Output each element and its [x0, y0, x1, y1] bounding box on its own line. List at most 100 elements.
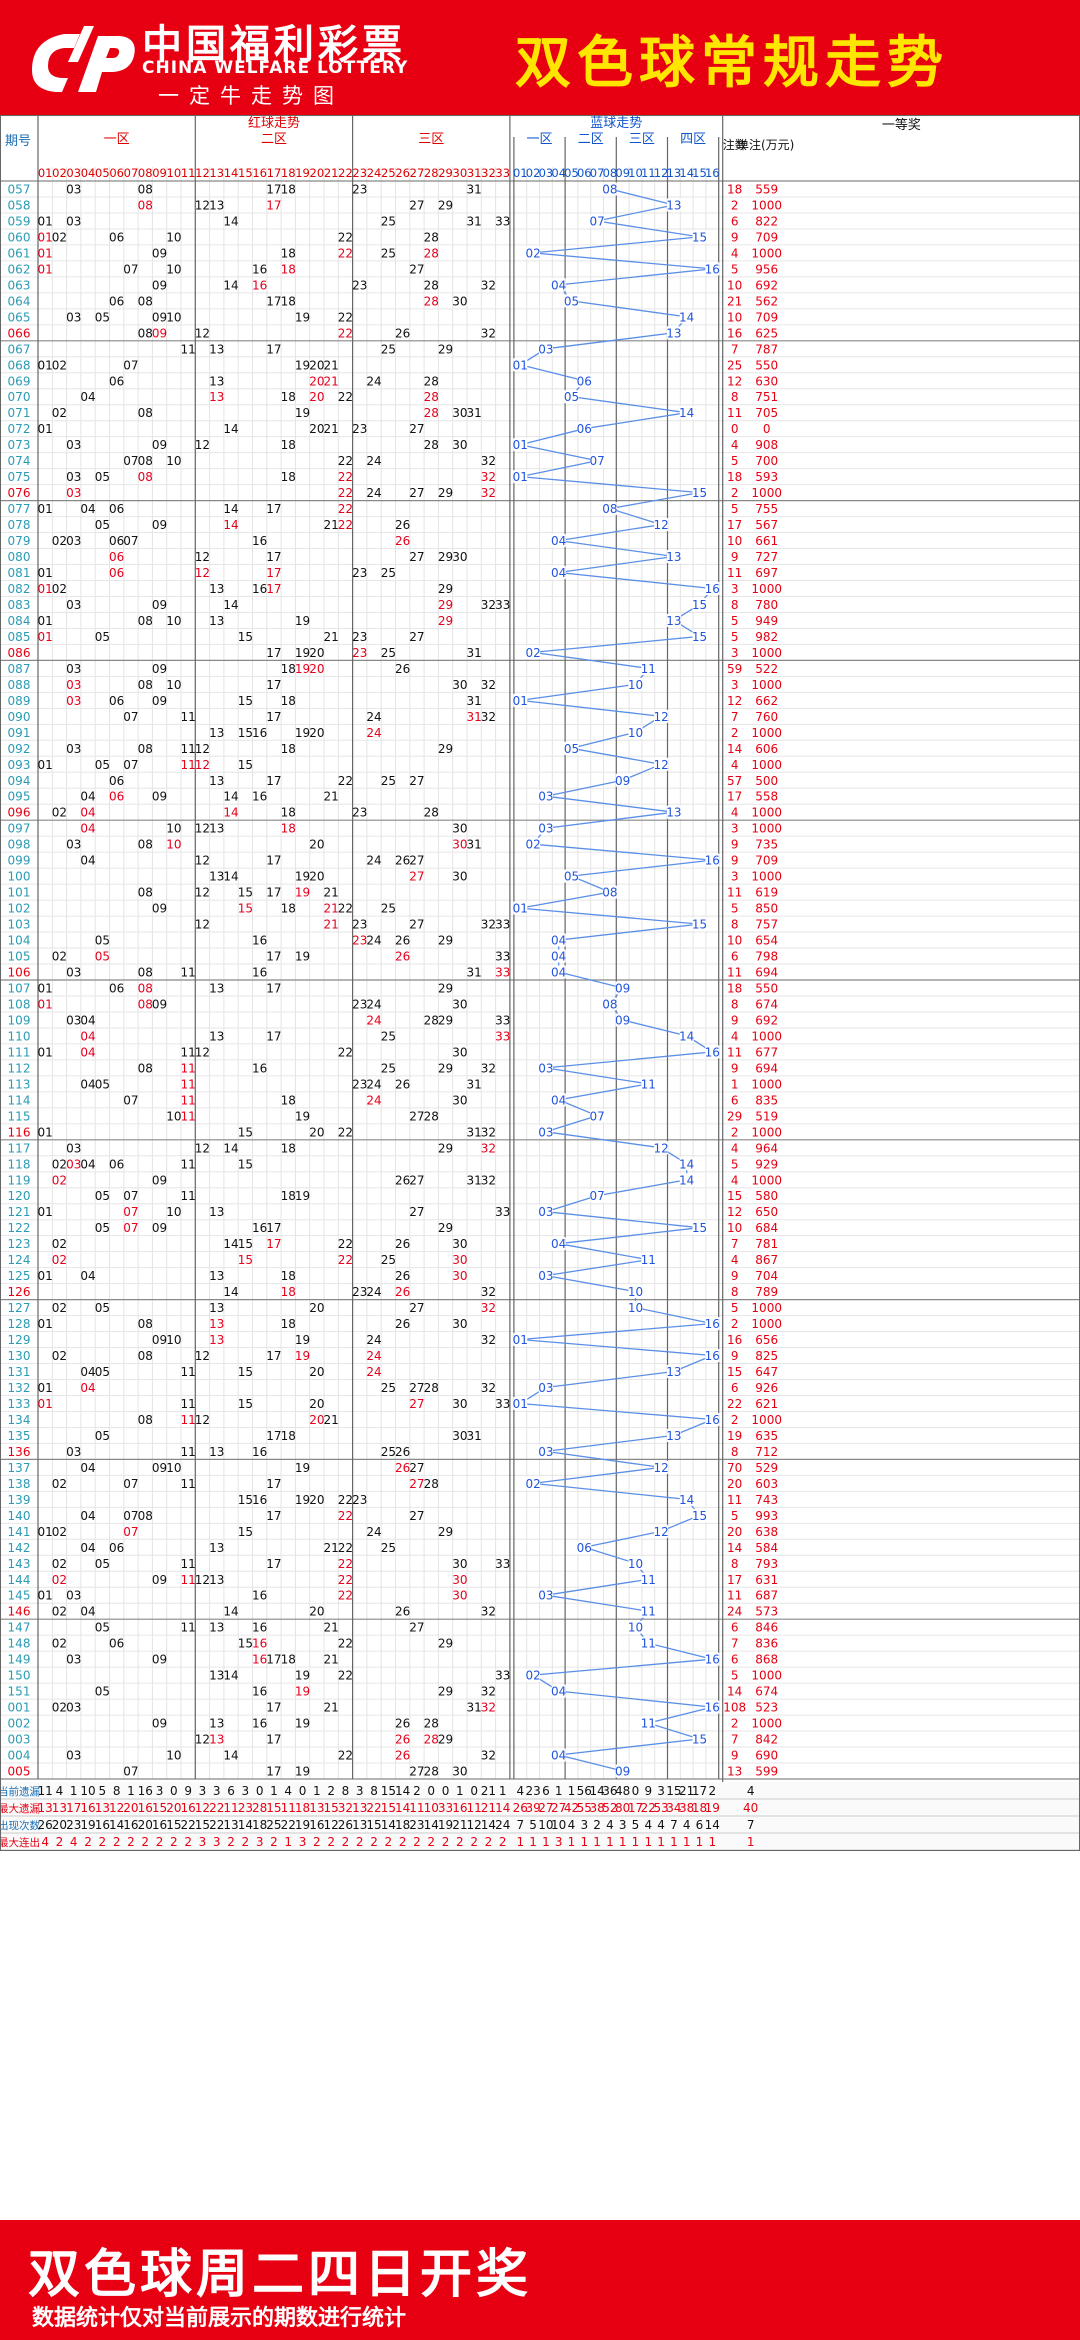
red-statistic-value: 1 — [313, 1784, 321, 1798]
issue-number: 074 — [8, 454, 31, 468]
prize-winner-count: 5 — [731, 502, 739, 516]
prize-winner-count: 7 — [731, 342, 739, 356]
red-ball-number: 13 — [209, 198, 224, 212]
red-ball-number: 33 — [495, 598, 510, 612]
blue-statistic-value: 56 — [577, 1784, 592, 1798]
blue-number-header: 07 — [590, 166, 605, 180]
red-ball-number: 33 — [495, 950, 510, 964]
blue-ball-background — [564, 869, 579, 883]
red-statistic-value: 0 — [470, 1784, 478, 1798]
blue-ball-number: 15 — [692, 1509, 707, 1523]
issue-number: 089 — [8, 694, 31, 708]
red-ball-number: 32 — [481, 326, 496, 340]
red-ball-number: 20 — [309, 1365, 324, 1379]
red-ball-number: 09 — [152, 310, 167, 324]
red-ball-number: 22 — [338, 1749, 353, 1763]
red-ball-number: 24 — [366, 854, 381, 868]
red-ball-number: 19 — [295, 646, 310, 660]
prize-winner-count: 9 — [731, 1061, 739, 1075]
red-statistic-value: 2 — [184, 1835, 192, 1849]
blue-ball-number: 12 — [653, 518, 668, 532]
red-ball-number: 22 — [338, 1589, 353, 1603]
blue-ball-trend-line — [518, 188, 715, 1772]
blue-number-header: 06 — [577, 166, 592, 180]
red-ball-number: 15 — [238, 1237, 253, 1251]
red-ball-number: 17 — [266, 294, 281, 308]
blue-statistic-value: 1 — [696, 1835, 704, 1849]
red-statistic-value: 14 — [238, 1818, 253, 1832]
blue-statistic-value: 4 — [516, 1784, 524, 1798]
prize-amount: 674 — [755, 997, 778, 1011]
blue-ball-background — [628, 677, 643, 691]
red-number-header: 26 — [395, 166, 410, 180]
prize-amount: 694 — [755, 1061, 778, 1075]
blue-ball-number: 13 — [666, 1365, 681, 1379]
prize-amount: 661 — [755, 534, 778, 548]
prize-winner-count: 9 — [731, 1013, 739, 1027]
red-ball-number: 33 — [495, 214, 510, 228]
prize-amount: 692 — [755, 278, 778, 292]
red-ball-number: 21 — [324, 374, 339, 388]
red-statistic-value: 22 — [209, 1818, 224, 1832]
red-ball-number: 02 — [52, 1173, 67, 1187]
blue-ball-number: 05 — [564, 390, 579, 404]
red-ball-number: 30 — [452, 1573, 467, 1587]
red-ball-number: 01 — [38, 502, 53, 516]
red-ball-number: 01 — [38, 758, 53, 772]
rounds-statistic-value: 7 — [747, 1818, 755, 1832]
red-ball-number: 26 — [395, 326, 410, 340]
prize-winner-count: 25 — [727, 358, 742, 372]
red-ball-number: 30 — [452, 1765, 467, 1779]
red-ball-number: 20 — [309, 662, 324, 676]
red-ball-number: 07 — [123, 1525, 138, 1539]
blue-statistic-value: 26 — [513, 1801, 528, 1815]
prize-amount: 1000 — [751, 806, 782, 820]
red-statistic-value: 3 — [242, 1784, 250, 1798]
red-ball-number: 13 — [209, 614, 224, 628]
red-statistic-value: 14 — [424, 1818, 439, 1832]
red-ball-number: 24 — [366, 1285, 381, 1299]
issue-number: 120 — [8, 1189, 31, 1203]
prize-winner-count: 4 — [731, 1029, 739, 1043]
red-ball-number: 28 — [424, 406, 439, 420]
blue-statistic-value: 1 — [580, 1835, 588, 1849]
red-statistic-value: 20 — [123, 1801, 138, 1815]
red-ball-number: 30 — [452, 870, 467, 884]
issue-number: 088 — [8, 678, 31, 692]
prize-amount: 846 — [755, 1621, 778, 1635]
prize-amount: 1000 — [751, 198, 782, 212]
red-ball-number: 18 — [281, 246, 296, 260]
red-ball-number: 32 — [481, 1301, 496, 1315]
red-number-header: 31 — [467, 166, 482, 180]
blue-ball-background — [538, 1061, 553, 1075]
red-ball-number: 30 — [452, 678, 467, 692]
prize-amount: 593 — [755, 470, 778, 484]
red-ball-number: 05 — [95, 470, 110, 484]
red-ball-number: 08 — [138, 1509, 153, 1523]
blue-ball-background — [564, 741, 579, 755]
blue-ball-background — [679, 1157, 694, 1171]
red-ball-number: 08 — [138, 294, 153, 308]
red-ball-number: 28 — [424, 438, 439, 452]
red-ball-number: 16 — [252, 262, 267, 276]
prize-winner-count: 9 — [731, 838, 739, 852]
red-statistic-value: 13 — [352, 1801, 367, 1815]
prize-amount: 519 — [755, 1109, 778, 1123]
prize-winner-count: 18 — [727, 182, 742, 196]
issue-number: 090 — [8, 710, 31, 724]
issue-number: 106 — [8, 966, 31, 980]
red-ball-number: 30 — [452, 997, 467, 1011]
blue-statistic-value: 7 — [670, 1818, 678, 1832]
blue-statistic-value: 22 — [641, 1801, 656, 1815]
issue-number: 058 — [8, 198, 31, 212]
prize-count-header: 注数 — [723, 137, 747, 152]
red-ball-number: 32 — [481, 1333, 496, 1347]
red-ball-number: 18 — [281, 806, 296, 820]
red-ball-number: 33 — [495, 966, 510, 980]
prize-winner-count: 11 — [727, 886, 742, 900]
red-ball-number: 14 — [223, 806, 238, 820]
issue-number: 147 — [8, 1621, 31, 1635]
blue-ball-number: 14 — [679, 1173, 694, 1187]
red-statistic-value: 3 — [356, 1784, 364, 1798]
red-ball-number: 24 — [366, 1093, 381, 1107]
